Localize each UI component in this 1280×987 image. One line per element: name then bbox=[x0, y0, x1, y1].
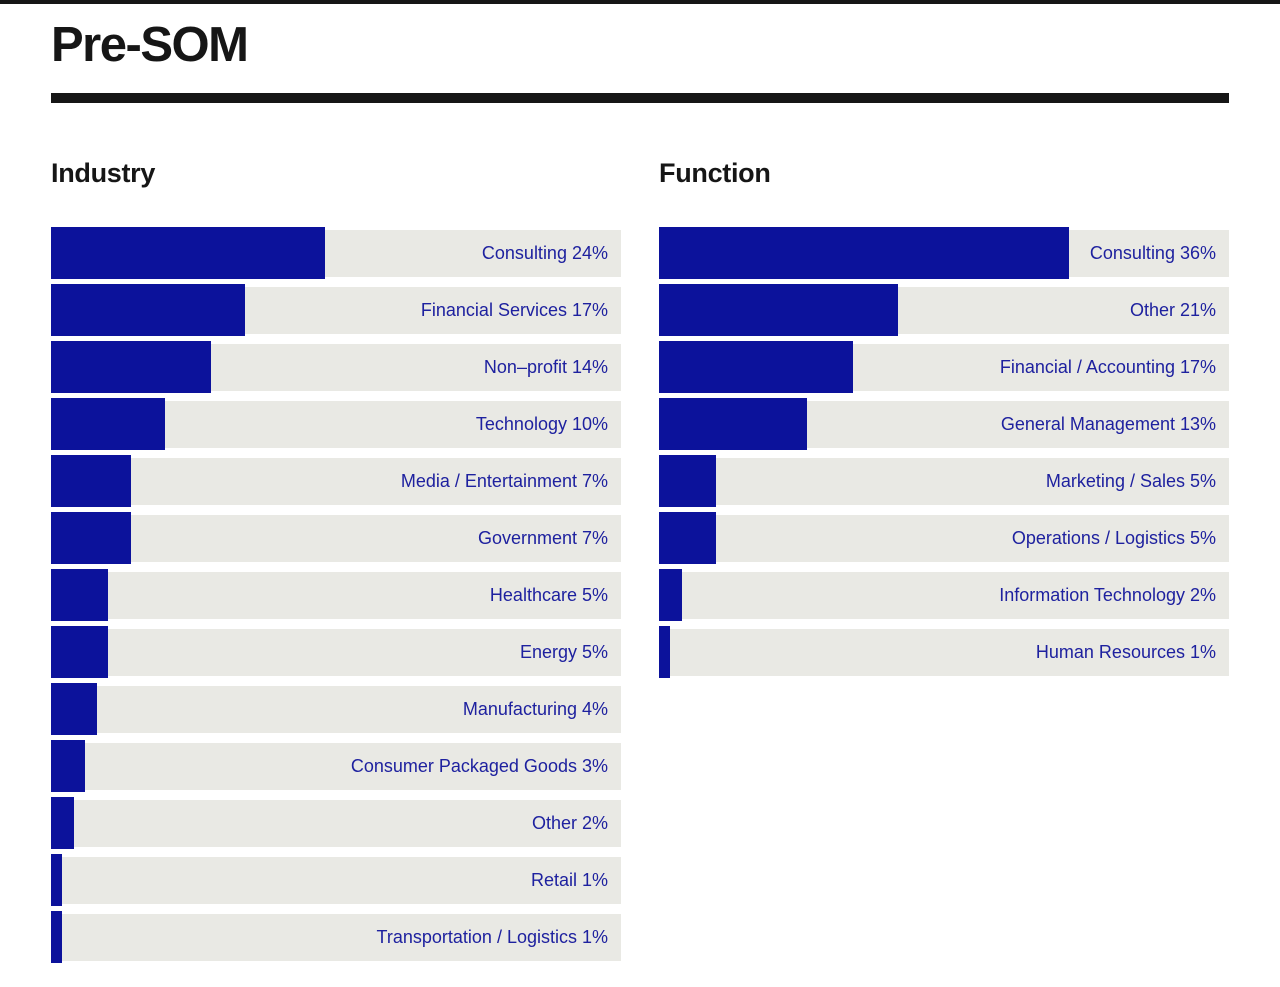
bar-fill bbox=[659, 283, 899, 336]
bar-label: Government 7% bbox=[477, 528, 608, 549]
bar-row: Financial Services 17% bbox=[51, 283, 621, 336]
bar-fill bbox=[51, 340, 211, 393]
function-chart: Function Consulting 36% Other 21% Financ… bbox=[659, 158, 1229, 971]
bar-fill bbox=[659, 568, 682, 621]
bar-fill bbox=[659, 340, 853, 393]
bar-label: Information Technology 2% bbox=[999, 585, 1216, 606]
bar-label: Media / Entertainment 7% bbox=[400, 471, 608, 492]
bar-label: Operations / Logistics 5% bbox=[1011, 528, 1216, 549]
industry-chart: Industry Consulting 24% Financial Servic… bbox=[51, 158, 621, 971]
bar-fill bbox=[659, 511, 716, 564]
bar-label: Financial Services 17% bbox=[420, 300, 608, 321]
bar-label: Consumer Packaged Goods 3% bbox=[350, 756, 608, 777]
bar-row: Information Technology 2% bbox=[659, 568, 1229, 621]
bar-row: Transportation / Logistics 1% bbox=[51, 910, 621, 963]
bar-fill bbox=[51, 910, 63, 963]
bar-fill bbox=[51, 682, 97, 735]
bar-fill bbox=[51, 226, 325, 279]
bar-fill bbox=[659, 625, 671, 678]
bar-label: Retail 1% bbox=[530, 870, 608, 891]
bar-label: Other 21% bbox=[1129, 300, 1216, 321]
bar-row: Energy 5% bbox=[51, 625, 621, 678]
bar-row: General Management 13% bbox=[659, 397, 1229, 450]
bar-label: Energy 5% bbox=[519, 642, 608, 663]
bar-fill bbox=[659, 226, 1070, 279]
bar-label: Technology 10% bbox=[475, 414, 608, 435]
bar-row: Non–profit 14% bbox=[51, 340, 621, 393]
bar-fill bbox=[659, 397, 808, 450]
bar-fill bbox=[51, 853, 63, 906]
bar-row: Retail 1% bbox=[51, 853, 621, 906]
bar-row: Consulting 24% bbox=[51, 226, 621, 279]
bar-label: Human Resources 1% bbox=[1035, 642, 1216, 663]
bar-row: Healthcare 5% bbox=[51, 568, 621, 621]
bar-row: Operations / Logistics 5% bbox=[659, 511, 1229, 564]
bar-label: Consulting 36% bbox=[1089, 243, 1216, 264]
bar-row: Marketing / Sales 5% bbox=[659, 454, 1229, 507]
bar-row: Consulting 36% bbox=[659, 226, 1229, 279]
bar-fill bbox=[51, 511, 131, 564]
bar-label: Marketing / Sales 5% bbox=[1045, 471, 1216, 492]
bar-fill bbox=[51, 454, 131, 507]
bar-label: Non–profit 14% bbox=[483, 357, 608, 378]
bar-fill bbox=[51, 568, 108, 621]
page-title: Pre-SOM bbox=[51, 18, 249, 72]
bar-fill bbox=[51, 397, 165, 450]
bar-label: Financial / Accounting 17% bbox=[999, 357, 1216, 378]
bar-row: Other 2% bbox=[51, 796, 621, 849]
charts-container: Industry Consulting 24% Financial Servic… bbox=[51, 158, 1229, 971]
bar-fill bbox=[51, 625, 108, 678]
title-divider bbox=[51, 92, 1229, 103]
bar-row: Government 7% bbox=[51, 511, 621, 564]
industry-chart-title: Industry bbox=[51, 157, 156, 188]
bar-label: Manufacturing 4% bbox=[462, 699, 608, 720]
bar-row: Other 21% bbox=[659, 283, 1229, 336]
bar-fill bbox=[51, 283, 245, 336]
bar-fill bbox=[659, 454, 716, 507]
industry-bars: Consulting 24% Financial Services 17% No… bbox=[51, 226, 621, 963]
bar-label: Transportation / Logistics 1% bbox=[376, 927, 608, 948]
bar-label: Other 2% bbox=[531, 813, 608, 834]
bar-label: Consulting 24% bbox=[481, 243, 608, 264]
bar-fill bbox=[51, 796, 74, 849]
bar-label: General Management 13% bbox=[1000, 414, 1216, 435]
function-bars: Consulting 36% Other 21% Financial / Acc… bbox=[659, 226, 1229, 678]
top-border-line bbox=[0, 0, 1280, 4]
bar-label: Healthcare 5% bbox=[489, 585, 608, 606]
bar-row: Financial / Accounting 17% bbox=[659, 340, 1229, 393]
bar-row: Technology 10% bbox=[51, 397, 621, 450]
bar-row: Manufacturing 4% bbox=[51, 682, 621, 735]
bar-row: Human Resources 1% bbox=[659, 625, 1229, 678]
bar-fill bbox=[51, 739, 86, 792]
bar-row: Media / Entertainment 7% bbox=[51, 454, 621, 507]
function-chart-title: Function bbox=[659, 157, 771, 188]
bar-row: Consumer Packaged Goods 3% bbox=[51, 739, 621, 792]
